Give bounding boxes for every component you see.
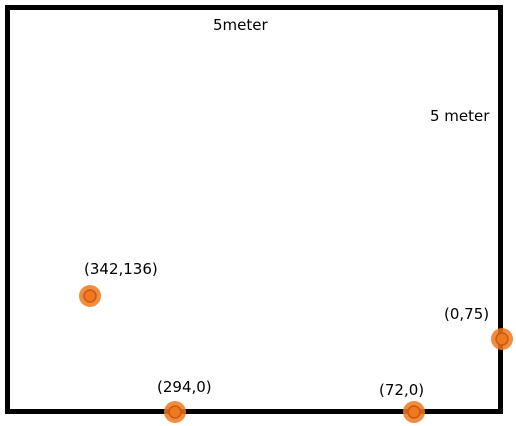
height-label: 5 meter xyxy=(430,107,490,125)
point-marker xyxy=(79,285,101,307)
width-label: 5meter xyxy=(213,16,268,34)
point-label: (342,136) xyxy=(84,260,158,278)
point-label: (0,75) xyxy=(444,305,489,323)
point-marker xyxy=(491,328,513,350)
point-label: (72,0) xyxy=(379,381,424,399)
room-boundary xyxy=(5,5,503,414)
point-marker xyxy=(164,401,186,423)
point-label: (294,0) xyxy=(157,378,212,396)
point-marker xyxy=(403,401,425,423)
